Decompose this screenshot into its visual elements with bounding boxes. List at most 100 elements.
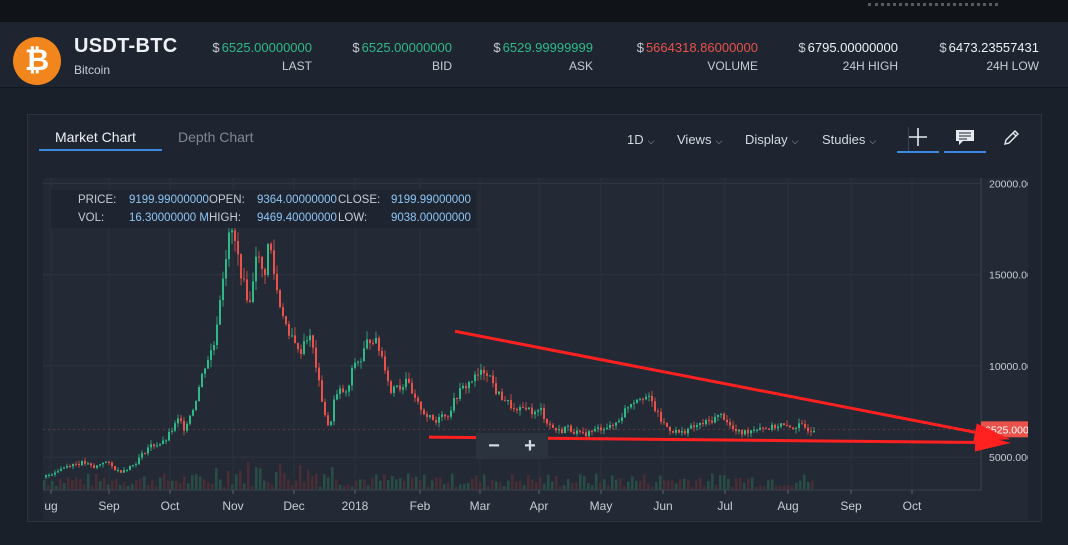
- stat-value: $6525.00000000: [352, 40, 452, 55]
- volume-bar: [151, 480, 154, 490]
- bitcoin-icon: ₿: [13, 37, 61, 85]
- candle-body: [90, 463, 92, 466]
- close-label: CLOSE:: [338, 194, 381, 206]
- candle-body: [483, 369, 485, 374]
- pair-title: USDT-BTC: [74, 35, 178, 57]
- volume-bar: [331, 466, 334, 490]
- volume-bar: [307, 469, 310, 490]
- stat-label: VOLUME: [707, 59, 758, 73]
- comment-tool-button[interactable]: [944, 123, 986, 153]
- candle-body: [549, 423, 551, 425]
- volume-bar: [47, 485, 50, 490]
- candle-body: [585, 432, 587, 437]
- candle-body: [369, 339, 371, 344]
- volume-bar: [443, 484, 446, 490]
- volume-bar: [563, 485, 566, 490]
- display-dropdown[interactable]: Display ⌵: [745, 132, 798, 147]
- candle-body: [630, 404, 632, 408]
- volume-bar: [275, 471, 278, 490]
- candle-body: [165, 440, 167, 442]
- studies-dropdown[interactable]: Studies ⌵: [822, 132, 876, 147]
- volume-bar: [795, 482, 798, 490]
- candle-body: [480, 369, 482, 375]
- volume-bar: [435, 477, 438, 490]
- volume-bar: [255, 467, 258, 490]
- volume-bar: [335, 479, 338, 490]
- candle-body: [642, 398, 644, 400]
- stat-number: 6525.00000000: [361, 40, 452, 55]
- candle-body: [714, 416, 716, 423]
- candle-body: [147, 447, 149, 454]
- tab-market-chart[interactable]: Market Chart: [55, 129, 136, 145]
- candle-body: [540, 408, 542, 411]
- candle-body: [603, 429, 605, 431]
- volume-bar: [747, 478, 750, 490]
- crosshair-tool-button[interactable]: [897, 123, 939, 153]
- candle-body: [567, 425, 569, 427]
- zoom-in-button[interactable]: +: [524, 434, 536, 457]
- volume-bar: [243, 483, 246, 490]
- market-chart[interactable]: 20000.0000 15000.0000 10000.0000 5000.00000…: [43, 178, 1046, 520]
- volume-bar: [379, 480, 382, 490]
- volume-bar: [687, 480, 690, 490]
- stat-number: 6525.00000000: [221, 40, 312, 55]
- volume-bar: [431, 480, 434, 490]
- volume-bar: [667, 480, 670, 490]
- candle-body: [738, 429, 740, 432]
- volume-bar: [375, 474, 378, 490]
- x-tick-label: Dec: [283, 499, 304, 513]
- candle-body: [621, 417, 623, 421]
- candle-body: [219, 300, 221, 325]
- pencil-tool-button[interactable]: [990, 123, 1032, 153]
- volume-bar: [411, 477, 414, 490]
- candle-body: [438, 416, 440, 423]
- candle-body: [477, 374, 479, 376]
- candle-body: [678, 430, 680, 433]
- candle-body: [198, 387, 200, 402]
- volume-bar: [591, 485, 594, 490]
- candle-body: [729, 422, 731, 426]
- candle-body: [159, 444, 161, 446]
- candle-body: [351, 367, 353, 386]
- volume-bar: [427, 486, 430, 490]
- candle-body: [183, 420, 185, 431]
- y-tick-label: 15000.0000: [989, 270, 1028, 282]
- candle-body: [249, 300, 251, 302]
- volume-bar: [631, 476, 634, 490]
- candle-body: [810, 431, 812, 433]
- views-dropdown[interactable]: Views ⌵: [677, 132, 722, 147]
- candle-body: [522, 407, 524, 409]
- zoom-out-button[interactable]: −: [488, 434, 500, 457]
- volume-bar: [447, 482, 450, 490]
- candle-body: [339, 388, 341, 395]
- interval-dropdown[interactable]: 1D ⌵: [627, 132, 654, 147]
- candle-body: [99, 464, 101, 466]
- volume-bar: [123, 482, 126, 490]
- candle-body: [114, 466, 116, 471]
- candlestick-chart[interactable]: 20000.0000 15000.0000 10000.0000 5000.00000…: [43, 178, 1046, 520]
- x-tick-label: Sep: [98, 499, 120, 513]
- candle-body: [117, 470, 119, 472]
- volume-bar: [199, 476, 202, 490]
- candle-body: [57, 471, 59, 473]
- volume-bar: [627, 481, 630, 490]
- candle-body: [258, 256, 260, 258]
- candle-body: [501, 391, 503, 401]
- candle-body: [525, 407, 527, 410]
- candle-body: [570, 425, 572, 432]
- volume-bar: [707, 480, 710, 490]
- volume-bar: [583, 475, 586, 490]
- candle-body: [594, 428, 596, 432]
- volume-bar: [691, 486, 694, 490]
- tab-depth-chart[interactable]: Depth Chart: [178, 129, 254, 145]
- top-menu-dots: [868, 0, 998, 6]
- stat-value: $6795.00000000: [798, 40, 898, 55]
- candle-body: [777, 426, 779, 429]
- volume-bar: [567, 478, 570, 490]
- volume-bar: [159, 477, 162, 490]
- candle-body: [105, 461, 107, 463]
- candle-body: [717, 414, 719, 417]
- candle-body: [753, 429, 755, 431]
- price-value: 9199.99000000: [129, 194, 209, 206]
- volume-bar: [355, 480, 358, 490]
